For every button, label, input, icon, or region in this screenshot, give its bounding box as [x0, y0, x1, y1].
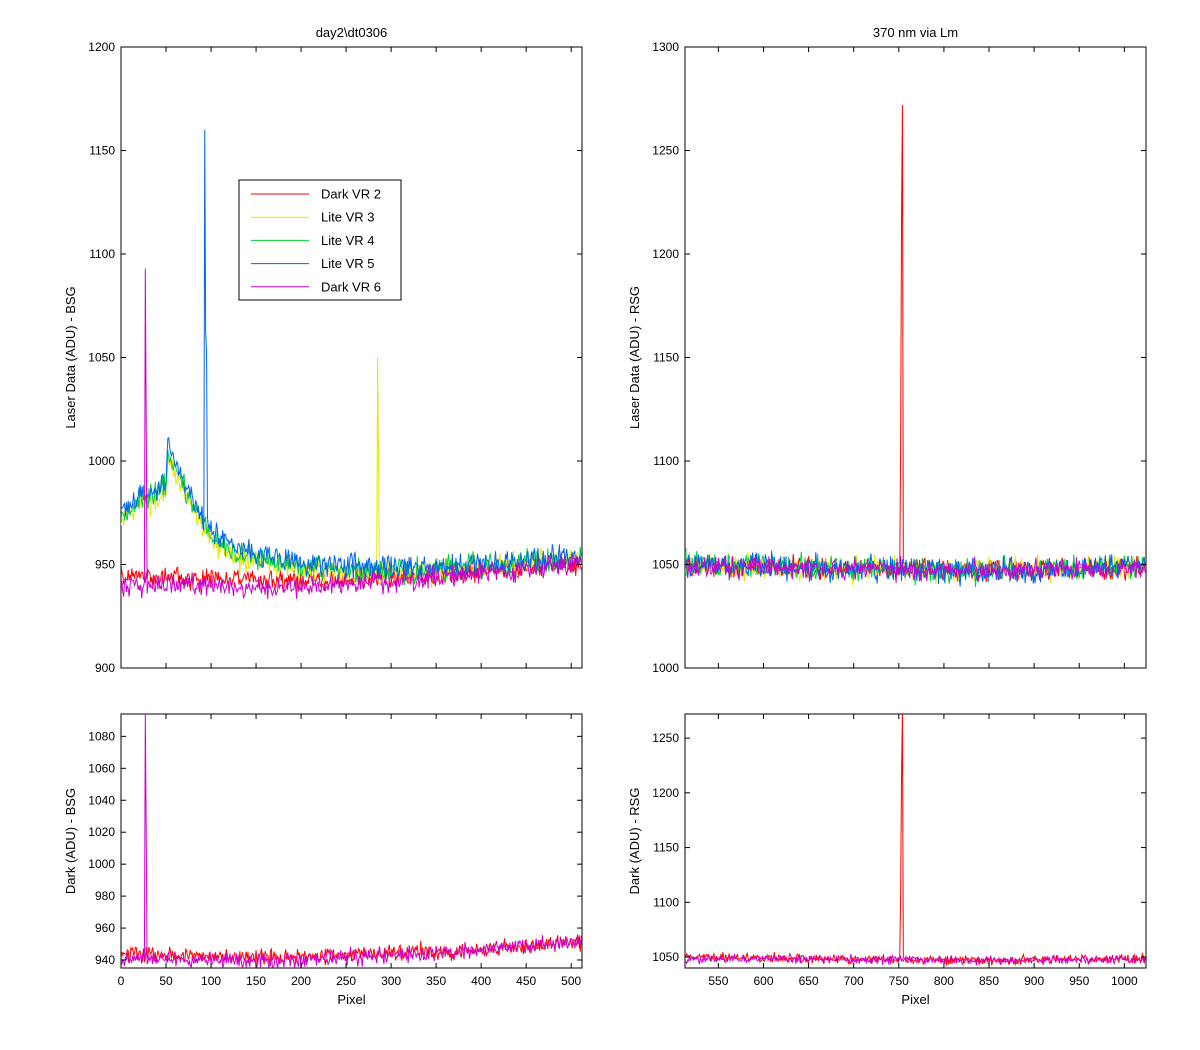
x-tick-label: 650 — [799, 974, 819, 988]
y-tick-label: 1050 — [652, 950, 679, 964]
legend-label: Dark VR 6 — [321, 279, 381, 294]
legend-label: Lite VR 3 — [321, 210, 374, 225]
y-tick-label: 1200 — [88, 40, 115, 54]
x-tick-label: 50 — [159, 974, 173, 988]
y-tick-label: 1150 — [89, 144, 115, 158]
chart-title: day2\dt0306 — [316, 25, 388, 40]
legend-label: Lite VR 4 — [321, 233, 374, 248]
x-axis-label: Pixel — [337, 992, 365, 1007]
x-tick-label: 400 — [471, 974, 491, 988]
x-tick-label: 500 — [561, 974, 581, 988]
x-tick-label: 600 — [753, 974, 773, 988]
x-tick-label: 200 — [291, 974, 311, 988]
x-tick-label: 800 — [934, 974, 954, 988]
x-tick-label: 150 — [246, 974, 266, 988]
y-tick-label: 1050 — [88, 351, 115, 365]
x-tick-label: 450 — [516, 974, 536, 988]
x-tick-label: 950 — [1069, 974, 1089, 988]
x-tick-label: 900 — [1024, 974, 1044, 988]
series-dark-vr-6 — [121, 268, 582, 600]
series-group — [121, 129, 582, 600]
axes-box — [684, 713, 1147, 969]
x-tick-label: 850 — [979, 974, 999, 988]
y-tick-label: 940 — [95, 953, 115, 967]
y-axis-label: Laser Data (ADU) - RSG — [627, 286, 642, 429]
chart-title: 370 nm via Lm — [873, 25, 958, 40]
x-tick-label: 350 — [426, 974, 446, 988]
y-tick-label: 1300 — [652, 40, 679, 54]
y-tick-label: 950 — [95, 558, 115, 572]
y-tick-label: 1020 — [88, 825, 115, 839]
y-tick-label: 1000 — [88, 857, 115, 871]
x-tick-label: 700 — [844, 974, 864, 988]
y-tick-label: 900 — [95, 661, 115, 675]
axes-box — [120, 713, 583, 969]
series-dark-vr-6 — [685, 554, 1146, 583]
y-tick-label: 1150 — [653, 841, 679, 855]
y-tick-label: 1080 — [88, 729, 115, 743]
y-tick-label: 1000 — [88, 454, 115, 468]
y-tick-label: 1000 — [652, 661, 679, 675]
y-tick-label: 1040 — [88, 793, 115, 807]
y-tick-label: 960 — [95, 921, 115, 935]
chart-bottom-right: 1050 1100 1150 1200 1250 550 600 650 700 750 800 85… — [627, 713, 1147, 1007]
x-axis-label: Pixel — [901, 992, 929, 1007]
series-group — [121, 714, 582, 968]
series-dark-vr-6 — [685, 952, 1146, 966]
y-tick-label: 1250 — [652, 144, 679, 158]
series-lite-vr-5 — [121, 129, 582, 583]
y-tick-label: 1100 — [653, 895, 679, 909]
legend-label: Dark VR 2 — [321, 187, 381, 202]
x-tick-label: 1000 — [1111, 974, 1138, 988]
series-dark-vr-6 — [121, 714, 582, 968]
y-tick-label: 1250 — [652, 731, 679, 745]
x-tick-label: 250 — [336, 974, 356, 988]
x-tick-label: 750 — [889, 974, 909, 988]
legend: Dark VR 2 Lite VR 3 Lite VR 4 Lite VR 5 Dark… — [238, 179, 402, 301]
x-tick-label: 0 — [118, 974, 125, 988]
x-tick-label: 300 — [381, 974, 401, 988]
x-tick-label: 100 — [201, 974, 221, 988]
chart-top-right: 1000 1050 1100 1150 1200 1250 1300 370 nm via L… — [627, 25, 1147, 675]
y-axis-label: Laser Data (ADU) - BSG — [63, 286, 78, 428]
series-group — [685, 104, 1146, 588]
y-tick-label: 1100 — [89, 247, 115, 261]
chart-bottom-left: 940 960 980 1000 1020 1040 1060 1080 0 50 100 150 20… — [63, 713, 583, 1007]
y-tick-label: 1150 — [653, 351, 679, 365]
legend-label: Lite VR 5 — [321, 256, 374, 271]
y-axis-label: Dark (ADU) - BSG — [63, 788, 78, 894]
chart-top-left: 900 950 1000 1050 1100 1150 1200 day2\dt0306 Las… — [63, 25, 583, 675]
y-tick-label: 1200 — [652, 786, 679, 800]
y-tick-label: 1200 — [652, 247, 679, 261]
x-tick-label: 550 — [708, 974, 728, 988]
y-tick-label: 1060 — [88, 761, 115, 775]
y-tick-label: 1100 — [653, 454, 679, 468]
y-tick-label: 980 — [95, 889, 115, 903]
y-tick-label: 1050 — [652, 558, 679, 572]
y-axis-label: Dark (ADU) - RSG — [627, 788, 642, 895]
series-group — [685, 714, 1146, 967]
